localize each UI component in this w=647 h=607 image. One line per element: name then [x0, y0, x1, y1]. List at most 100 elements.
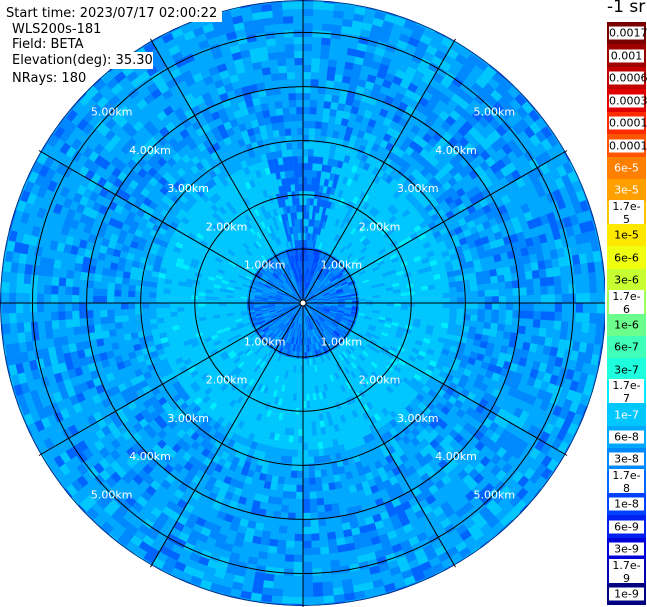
- beta-cell: [152, 162, 162, 172]
- beta-cell: [318, 325, 324, 332]
- beta-cell: [335, 347, 342, 354]
- beta-cell: [263, 378, 269, 387]
- beta-cell: [308, 449, 314, 457]
- beta-cell: [429, 147, 439, 158]
- beta-cell: [133, 422, 143, 433]
- beta-cell: [393, 172, 403, 182]
- beta-cell: [185, 282, 193, 288]
- beta-cell: [400, 400, 409, 409]
- beta-cell: [303, 107, 310, 115]
- beta-cell: [240, 292, 248, 296]
- beta-cell: [324, 454, 331, 463]
- beta-cell: [271, 381, 277, 390]
- beta-cell: [149, 368, 159, 377]
- beta-cell: [294, 308, 299, 315]
- beta-cell: [339, 392, 346, 401]
- beta-cell: [502, 266, 511, 275]
- beta-cell: [491, 316, 499, 324]
- beta-cell: [313, 255, 317, 263]
- beta-cell: [320, 258, 325, 266]
- beta-cell: [376, 394, 384, 403]
- beta-cell: [265, 318, 273, 323]
- beta-cell: [324, 361, 330, 369]
- beta-cell: [184, 306, 192, 312]
- beta-cell: [233, 357, 241, 364]
- beta-cell: [224, 184, 233, 193]
- beta-cell: [178, 323, 187, 330]
- beta-cell: [230, 234, 238, 243]
- beta-cell: [383, 257, 392, 264]
- beta-cell: [295, 226, 299, 234]
- beta-cell: [419, 346, 428, 353]
- beta-cell: [291, 329, 295, 337]
- beta-cell: [352, 259, 360, 266]
- beta-cell: [379, 297, 387, 301]
- beta-cell: [335, 252, 342, 259]
- beta-cell: [254, 464, 263, 473]
- beta-cell: [312, 156, 319, 164]
- beta-cell: [335, 363, 342, 371]
- beta-cell: [184, 286, 193, 292]
- beta-cell: [254, 327, 262, 333]
- beta-cell: [210, 334, 219, 340]
- beta-cell: [414, 298, 422, 303]
- beta-cell: [187, 351, 196, 359]
- beta-cell: [368, 173, 377, 182]
- beta-cell: [355, 197, 363, 206]
- beta-cell: [303, 366, 306, 373]
- beta-cell: [300, 289, 302, 297]
- beta-cell: [303, 212, 307, 220]
- beta-cell: [289, 299, 297, 302]
- beta-cell: [277, 398, 283, 406]
- beta-cell: [361, 276, 369, 282]
- beta-cell: [212, 305, 220, 310]
- beta-cell: [370, 284, 379, 289]
- beta-cell: [330, 277, 337, 283]
- beta-cell: [226, 305, 234, 309]
- beta-cell: [476, 353, 485, 362]
- beta-cell: [268, 417, 275, 426]
- beta-cell: [322, 268, 328, 275]
- beta-cell: [418, 365, 427, 373]
- beta-cell: [201, 274, 209, 280]
- beta-cell: [412, 278, 421, 284]
- beta-cell: [363, 378, 371, 386]
- beta-cell: [232, 331, 241, 337]
- beta-cell: [277, 214, 283, 223]
- beta-cell: [289, 329, 294, 336]
- beta-cell: [94, 273, 102, 282]
- beta-cell: [226, 297, 234, 301]
- beta-cell: [306, 261, 309, 269]
- beta-cell: [377, 402, 385, 411]
- beta-cell: [358, 298, 366, 301]
- beta-cell: [317, 257, 322, 265]
- beta-cell: [384, 166, 393, 176]
- beta-cell: [263, 315, 271, 319]
- beta-cell: [274, 375, 280, 383]
- beta-cell: [357, 175, 365, 184]
- beta-cell: [427, 376, 437, 385]
- beta-cell: [239, 257, 247, 264]
- beta-cell: [252, 276, 260, 282]
- beta-cell: [258, 320, 266, 325]
- beta-cell: [309, 303, 317, 305]
- beta-cell: [200, 157, 210, 168]
- beta-cell: [260, 277, 268, 282]
- beta-cell: [477, 414, 487, 425]
- beta-cell: [320, 171, 327, 179]
- beta-cell: [332, 438, 339, 447]
- beta-cell: [222, 203, 230, 212]
- beta-cell: [393, 306, 401, 310]
- beta-cell: [212, 303, 220, 307]
- beta-cell: [275, 108, 284, 116]
- beta-cell: [512, 310, 520, 319]
- beta-cell: [246, 327, 254, 333]
- beta-cell: [272, 158, 279, 167]
- beta-cell: [326, 230, 332, 239]
- beta-cell: [286, 288, 293, 294]
- beta-cell: [309, 100, 318, 108]
- beta-cell: [453, 329, 462, 337]
- beta-cell: [338, 96, 347, 105]
- beta-cell: [414, 294, 422, 300]
- beta-cell: [354, 384, 362, 392]
